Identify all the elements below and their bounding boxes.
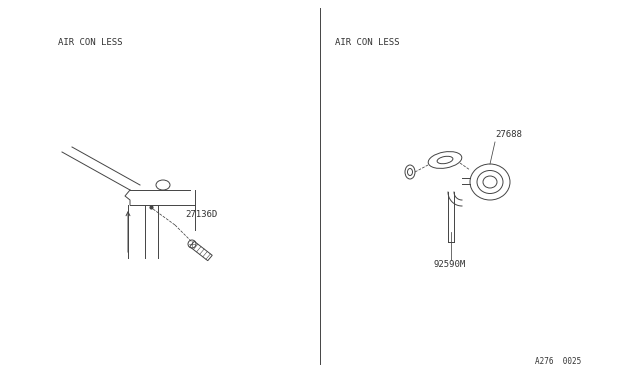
Text: 27688: 27688 (495, 130, 522, 139)
Text: AIR CON LESS: AIR CON LESS (335, 38, 399, 47)
Text: 27136D: 27136D (185, 210, 217, 219)
Text: A276  0025: A276 0025 (535, 357, 581, 366)
Text: 92590M: 92590M (433, 260, 465, 269)
Text: AIR CON LESS: AIR CON LESS (58, 38, 122, 47)
